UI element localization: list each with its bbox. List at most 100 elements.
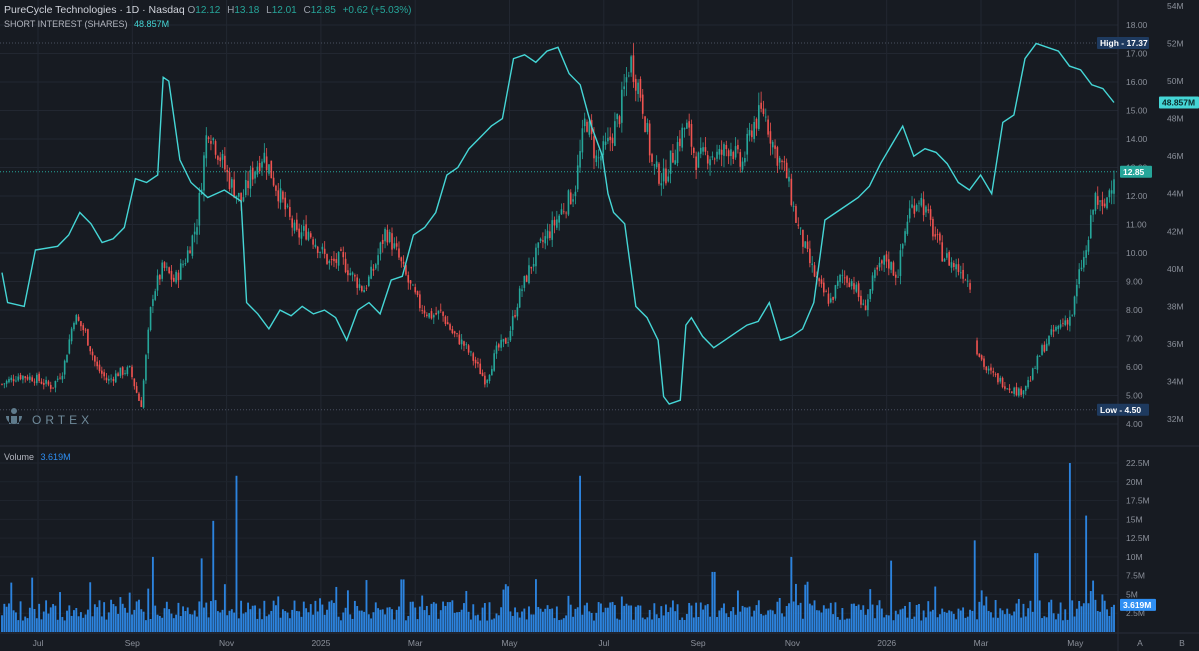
volume-bar bbox=[177, 602, 180, 632]
candle-body bbox=[795, 206, 797, 223]
volume-bar bbox=[451, 600, 454, 632]
candle-body bbox=[423, 310, 426, 314]
candle-body bbox=[544, 236, 547, 244]
volume-bar bbox=[110, 599, 113, 632]
candle-body bbox=[470, 351, 472, 353]
candle-body bbox=[713, 158, 716, 160]
volume-bar bbox=[792, 601, 795, 632]
volume-bar bbox=[395, 609, 398, 632]
candle-body bbox=[762, 108, 765, 114]
volume-bar bbox=[1108, 615, 1111, 632]
candle-body bbox=[103, 372, 105, 377]
volume-bar bbox=[820, 612, 823, 632]
candle-body bbox=[672, 152, 674, 163]
candle-body bbox=[1106, 197, 1108, 209]
candle-body bbox=[49, 384, 52, 389]
candle-body bbox=[307, 231, 310, 240]
short-interest-legend[interactable]: SHORT INTEREST (SHARES) 48.857M bbox=[4, 19, 169, 29]
volume-bar bbox=[739, 611, 742, 632]
candle-body bbox=[426, 314, 428, 316]
volume-bar bbox=[1050, 599, 1053, 632]
candle-body bbox=[249, 169, 252, 189]
candle-body bbox=[128, 365, 131, 367]
candle-body bbox=[358, 284, 361, 288]
candle-body bbox=[10, 377, 13, 381]
candle-body bbox=[941, 242, 944, 262]
candle-body bbox=[681, 127, 684, 148]
candle-body bbox=[474, 359, 477, 364]
volume-bar bbox=[91, 616, 94, 632]
candle-body bbox=[655, 161, 658, 168]
candle-body bbox=[374, 264, 377, 269]
candle-body bbox=[1015, 387, 1018, 396]
volume-bar bbox=[541, 611, 544, 632]
volume-bar bbox=[272, 600, 275, 632]
candle-body bbox=[233, 179, 235, 198]
volume-bar bbox=[182, 606, 185, 632]
volume-bar bbox=[785, 606, 788, 632]
price-tick-label: 6.00 bbox=[1126, 362, 1143, 372]
volume-bar bbox=[449, 602, 451, 632]
candle-body bbox=[56, 378, 59, 380]
candle-body bbox=[939, 233, 941, 241]
candle-body bbox=[1034, 367, 1036, 369]
volume-bar bbox=[813, 600, 816, 632]
candle-body bbox=[91, 351, 94, 356]
volume-bar bbox=[586, 602, 588, 632]
volume-bar bbox=[943, 611, 946, 632]
volume-bar bbox=[279, 617, 282, 632]
last-volume-tag-bg bbox=[1120, 598, 1156, 611]
candle-body bbox=[491, 369, 493, 376]
symbol-title[interactable]: PureCycle Technologies · 1D · Nasdaq bbox=[4, 4, 185, 16]
candle-body bbox=[309, 233, 312, 238]
volume-bar bbox=[481, 607, 484, 632]
volume-bar bbox=[377, 608, 380, 632]
volume-bar bbox=[319, 598, 321, 632]
candle-body bbox=[818, 278, 820, 282]
volume-bar bbox=[952, 613, 955, 632]
candle-body bbox=[518, 288, 521, 308]
candle-body bbox=[1076, 284, 1078, 297]
volume-legend[interactable]: Volume 3.619M bbox=[4, 452, 71, 462]
price-tick-label: 4.00 bbox=[1126, 419, 1143, 429]
candle-body bbox=[744, 158, 746, 163]
candle-body bbox=[802, 229, 804, 247]
candle-body bbox=[867, 299, 869, 311]
volume-bar bbox=[931, 609, 934, 632]
candle-body bbox=[542, 240, 544, 242]
volume-bar bbox=[1094, 599, 1097, 632]
candle-body bbox=[145, 355, 147, 381]
volume-bar bbox=[63, 620, 66, 632]
volume-bar bbox=[781, 613, 783, 632]
price-axis: 18.0017.0016.0015.0014.0013.0012.0011.00… bbox=[1126, 20, 1148, 429]
corner-button-b[interactable]: B bbox=[1179, 638, 1185, 648]
volume-bar bbox=[495, 613, 498, 632]
candle-body bbox=[725, 145, 728, 150]
candle-body bbox=[806, 241, 809, 250]
short-interest-tick-label: 44M bbox=[1167, 189, 1184, 199]
volume-bar bbox=[1013, 611, 1016, 632]
volume-bar bbox=[518, 617, 521, 632]
candle-body bbox=[948, 252, 950, 266]
volume-tick-label: 17.5M bbox=[1126, 496, 1150, 506]
candle-body bbox=[850, 281, 853, 287]
candle-body bbox=[614, 121, 616, 146]
volume-bar bbox=[381, 609, 384, 632]
volume-bar bbox=[873, 618, 876, 632]
corner-button-a[interactable]: A bbox=[1137, 638, 1143, 648]
volume-bar bbox=[186, 607, 189, 632]
time-tick-label: May bbox=[501, 638, 518, 648]
candle-body bbox=[929, 209, 932, 220]
candle-body bbox=[446, 322, 449, 325]
candle-body bbox=[1064, 320, 1067, 326]
candle-body bbox=[1108, 190, 1111, 198]
candle-body bbox=[497, 344, 500, 348]
volume-bar bbox=[602, 612, 605, 632]
volume-bar bbox=[553, 618, 556, 632]
candle-body bbox=[521, 289, 523, 291]
short-interest-line bbox=[1, 42, 1115, 405]
candle-body bbox=[862, 303, 865, 305]
volume-bar bbox=[179, 616, 182, 632]
